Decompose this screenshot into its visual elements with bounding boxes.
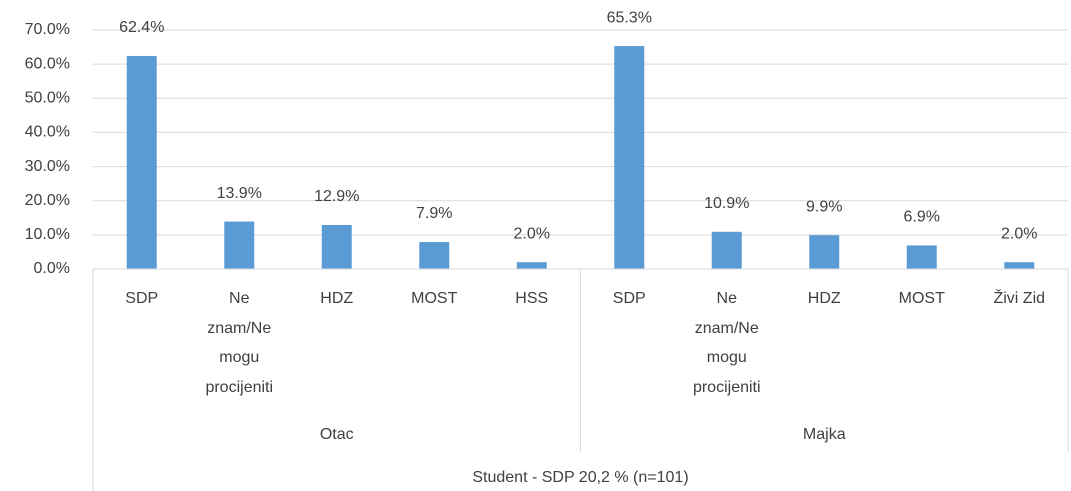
y-tick-label: 20.0% xyxy=(25,192,70,209)
value-label: 7.9% xyxy=(416,205,452,222)
x-tick-label: Ne znam/Ne mogu procijeniti xyxy=(205,290,274,396)
bar xyxy=(516,262,547,269)
value-label: 2.0% xyxy=(1001,225,1037,242)
x-tick-label: Živi Zid xyxy=(993,290,1046,307)
y-tick-label: 60.0% xyxy=(25,55,70,72)
bar xyxy=(126,55,157,269)
x-tick-label: HSS xyxy=(515,290,549,307)
value-label: 6.9% xyxy=(904,209,940,226)
y-tick-label: 10.0% xyxy=(25,226,70,243)
group-label: Majka xyxy=(802,426,846,443)
value-label: 13.9% xyxy=(217,185,262,202)
group-label: Otac xyxy=(319,426,354,443)
y-tick-label: 70.0% xyxy=(25,21,70,38)
y-tick-label: 30.0% xyxy=(25,158,70,175)
bar xyxy=(614,46,645,269)
x-tick-label: HDZ xyxy=(320,290,354,307)
x-tick-label: SDP xyxy=(612,290,646,307)
x-tick-label: MOST xyxy=(411,290,458,307)
bar xyxy=(711,231,742,269)
bar xyxy=(809,235,840,269)
bar xyxy=(224,221,255,269)
outer-group-label: Student - SDP 20,2 % (n=101) xyxy=(472,469,689,486)
value-label: 10.9% xyxy=(704,195,749,212)
bar xyxy=(1004,262,1035,269)
bar xyxy=(906,245,937,269)
value-label: 65.3% xyxy=(607,9,652,26)
value-label: 62.4% xyxy=(119,19,164,36)
x-tick-label: SDP xyxy=(125,290,159,307)
value-label: 2.0% xyxy=(514,225,550,242)
value-label: 12.9% xyxy=(314,188,359,205)
y-tick-label: 50.0% xyxy=(25,90,70,107)
y-tick-label: 0.0% xyxy=(34,260,70,277)
x-tick-label: Ne znam/Ne mogu procijeniti xyxy=(692,290,761,396)
y-tick-label: 40.0% xyxy=(25,124,70,141)
x-tick-label: MOST xyxy=(898,290,945,307)
bar xyxy=(321,224,352,269)
value-label: 9.9% xyxy=(806,198,842,215)
x-tick-label: HDZ xyxy=(807,290,841,307)
bar xyxy=(419,242,450,269)
